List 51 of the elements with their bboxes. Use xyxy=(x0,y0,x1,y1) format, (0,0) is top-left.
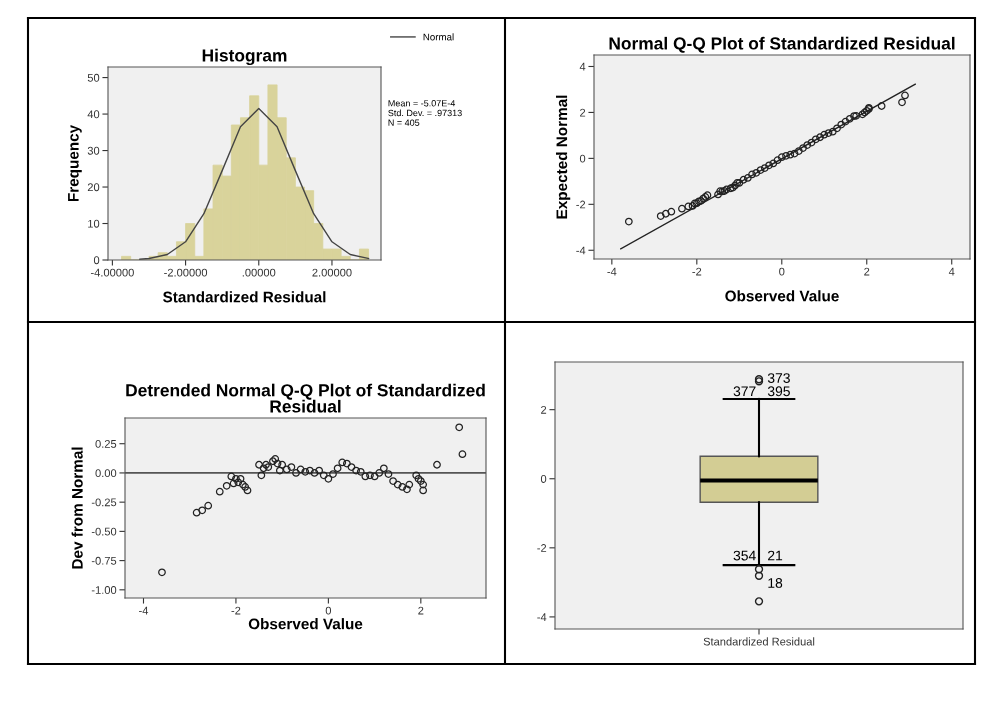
x-axis-title: Observed Value xyxy=(248,618,363,630)
annotation: 395 xyxy=(767,386,790,397)
chart-title: Normal Q-Q Plot of Standardized Residual xyxy=(609,36,955,53)
x-tick-label: 2.00000 xyxy=(312,268,352,277)
y-axis-title: Frequency xyxy=(68,124,82,202)
y-tick-label: -2 xyxy=(576,200,586,209)
x-axis-title: Standardized Residual xyxy=(163,291,326,303)
y-tick-label: 2 xyxy=(541,405,547,414)
legend-label: Normal xyxy=(423,33,454,41)
y-tick-label: 0.25 xyxy=(95,439,117,448)
x-tick-label: 2 xyxy=(418,606,424,615)
y-tick-label: -0.25 xyxy=(91,498,117,507)
y-tick-label: -2 xyxy=(537,544,547,552)
y-tick-label: -0.75 xyxy=(91,556,117,565)
x-tick-label: .00000 xyxy=(242,268,276,277)
x-tick-label: -4 xyxy=(607,267,617,276)
annotation: 18 xyxy=(768,578,783,588)
x-tick-label: -2 xyxy=(692,267,702,276)
annotation: 377 xyxy=(733,386,756,397)
x-tick-label: 0 xyxy=(325,606,332,615)
y-tick-label: -4 xyxy=(537,613,547,621)
y-tick-label: 10 xyxy=(88,219,100,228)
y-tick-label: 2 xyxy=(580,108,586,117)
x-tick-label: -2.00000 xyxy=(164,268,208,277)
x-tick-label: 2 xyxy=(864,267,870,276)
chart-title: Detrended Normal Q-Q Plot of Standardized Residual xyxy=(126,383,485,413)
y-tick-label: 30 xyxy=(87,146,100,155)
y-tick-label: 0 xyxy=(93,256,100,265)
annotation: 354 xyxy=(733,550,756,561)
y-tick-label: 40 xyxy=(87,110,100,119)
annotation: 21 xyxy=(768,550,783,561)
y-tick-label: -1.00 xyxy=(91,586,117,594)
y-tick-label: -0.50 xyxy=(91,527,117,536)
y-tick-label: 4 xyxy=(579,62,586,71)
y-tick-label: 20 xyxy=(87,183,100,192)
x-tick-label: 0 xyxy=(779,267,785,276)
y-tick-label: -4 xyxy=(576,246,586,255)
x-tick-label: -2 xyxy=(231,606,241,615)
y-axis-title: Expected Normal xyxy=(555,95,571,219)
annotation: 373 xyxy=(767,373,790,383)
text: Mean = -5.07E-4 Std. Dev. = .97313 N = 405 xyxy=(388,100,462,126)
chart-title: Histogram xyxy=(202,48,287,66)
x-tick-label: -4 xyxy=(139,606,149,615)
x-tick-label: 4 xyxy=(948,267,955,276)
y-tick-label: 0.00 xyxy=(95,469,117,478)
y-tick-label: 0 xyxy=(579,154,586,163)
x-tick-label: -4.00000 xyxy=(90,268,134,277)
y-tick-label: 0 xyxy=(540,475,547,483)
y-axis-title: Dev from Normal xyxy=(71,447,83,569)
y-tick-label: 50 xyxy=(87,73,100,82)
x-axis-title: Observed Value xyxy=(725,290,839,302)
